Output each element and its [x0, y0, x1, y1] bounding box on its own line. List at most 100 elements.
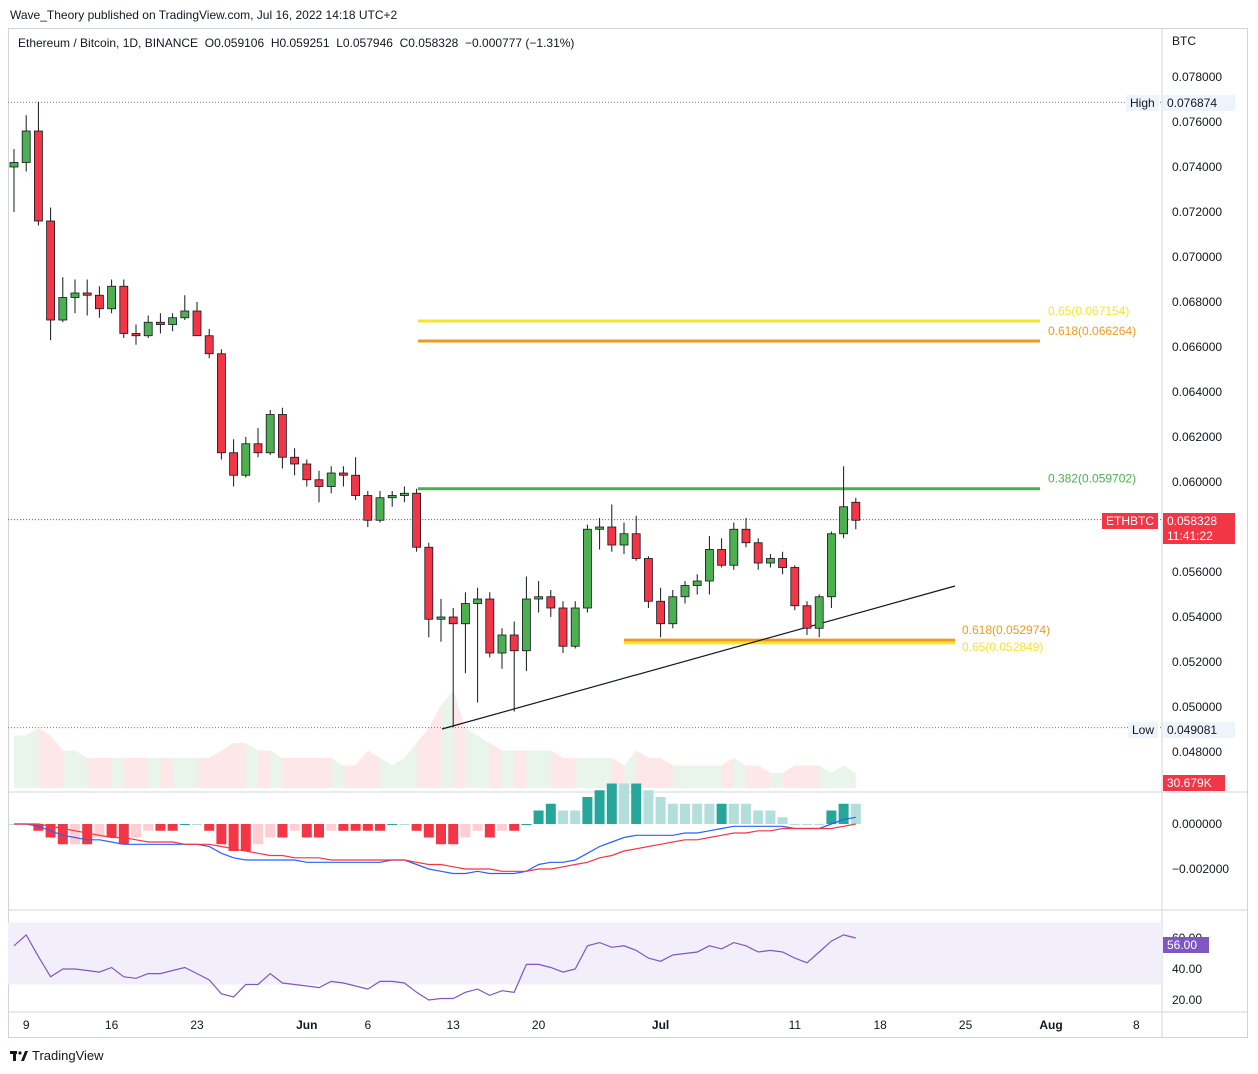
- volume-area: [294, 758, 307, 788]
- date-tick-label: 25: [958, 1018, 973, 1032]
- volume-area: [197, 758, 210, 788]
- candle-body: [448, 616, 458, 625]
- volume-area: [697, 765, 710, 788]
- macd-histogram-bar: [741, 803, 751, 824]
- volume-area: [819, 765, 832, 788]
- volume-area: [14, 735, 27, 788]
- macd-tick-label: 0.000000: [1172, 817, 1223, 831]
- ohlc-open: O0.059106: [204, 36, 265, 50]
- rsi-band: [8, 922, 1162, 985]
- macd-histogram-bar: [387, 824, 398, 825]
- volume-area: [404, 743, 417, 788]
- macd-histogram-bar: [350, 824, 361, 831]
- macd-histogram-bar: [728, 803, 739, 824]
- volume-area: [648, 758, 661, 788]
- fib-level-label: 0.65(0.052849): [962, 640, 1043, 654]
- volume-area: [258, 750, 271, 788]
- price-tick-label: 0.074000: [1172, 160, 1223, 174]
- candle-body: [644, 558, 653, 602]
- macd-histogram-bar: [460, 824, 471, 838]
- macd-histogram-bar: [436, 824, 446, 845]
- volume-area: [221, 743, 234, 788]
- tradingview-footer[interactable]: TradingView: [10, 1048, 104, 1063]
- tradingview-brand: TradingView: [32, 1048, 104, 1063]
- date-tick-label: 11: [788, 1018, 802, 1032]
- candle-body: [802, 605, 812, 629]
- symbol-info: Ethereum / Bitcoin, 1D, BINANCE O0.05910…: [18, 36, 574, 50]
- volume-area: [624, 750, 637, 788]
- macd-histogram-bar: [118, 824, 129, 845]
- candle-body: [570, 607, 580, 647]
- macd-histogram-bar: [850, 803, 861, 824]
- price-tick-label: 0.048000: [1172, 745, 1223, 759]
- candle-body: [497, 634, 507, 654]
- volume-area: [538, 750, 551, 788]
- last-price-tag: 0.058328: [1163, 513, 1235, 529]
- symbol-title[interactable]: Ethereum / Bitcoin, 1D, BINANCE: [18, 36, 199, 50]
- macd-histogram-bar: [570, 810, 581, 824]
- candle-body: [619, 533, 629, 546]
- volume-area: [380, 758, 393, 788]
- volume-area: [306, 758, 319, 788]
- macd-histogram-bar: [789, 824, 800, 825]
- candle-body: [351, 474, 361, 496]
- candle-body: [399, 492, 409, 496]
- macd-histogram-bar: [448, 824, 459, 845]
- rsi-tick-label: 40.00: [1172, 962, 1203, 976]
- price-tick-label: 0.050000: [1172, 700, 1223, 714]
- price-tick-label: 0.052000: [1172, 655, 1223, 669]
- candle-body: [21, 130, 31, 163]
- volume-area: [111, 758, 124, 788]
- candle-body: [522, 598, 531, 652]
- macd-histogram-bar: [521, 824, 532, 825]
- volume-area: [782, 765, 795, 788]
- volume-area: [709, 765, 722, 788]
- candle-body: [631, 533, 641, 559]
- low-tag-label: Low: [1128, 722, 1159, 738]
- macd-histogram-bar: [802, 824, 812, 825]
- volume-area: [416, 728, 429, 788]
- volume-area: [660, 758, 673, 788]
- macd-histogram-bar: [826, 810, 837, 824]
- macd-histogram-bar: [545, 803, 556, 824]
- candle-body: [265, 414, 275, 454]
- volume-area: [343, 765, 356, 788]
- macd-histogram-bar: [423, 824, 434, 838]
- macd-histogram-bar: [765, 810, 776, 824]
- fib-level-label: 0.65(0.067154): [1048, 304, 1129, 318]
- macd-histogram-bar: [70, 824, 80, 845]
- date-tick-label: 16: [104, 1018, 119, 1032]
- volume-area: [26, 728, 39, 788]
- fib-level-label: 0.618(0.052974): [962, 623, 1050, 637]
- macd-histogram-bar: [582, 797, 593, 824]
- macd-histogram-bar: [692, 803, 703, 824]
- macd-histogram-bar: [179, 824, 190, 825]
- ohlc-close: C0.058328: [399, 36, 459, 50]
- volume-area: [733, 758, 746, 788]
- volume-area: [526, 750, 539, 788]
- candle-body: [363, 495, 373, 521]
- macd-histogram-bar: [631, 783, 642, 824]
- volume-area: [62, 750, 75, 788]
- high-tag-value: 0.076874: [1163, 95, 1235, 111]
- low-tag-value: 0.049081: [1163, 722, 1235, 738]
- volume-tag: 30.679K: [1163, 775, 1225, 791]
- candle-body: [216, 353, 226, 454]
- candle-body: [717, 549, 726, 566]
- candle-body: [314, 479, 324, 487]
- volume-area: [441, 690, 454, 788]
- candle-body: [387, 495, 397, 499]
- candle-body: [338, 472, 348, 476]
- chart-frame: [8, 28, 1248, 1038]
- macd-histogram-bar: [484, 824, 495, 838]
- candle-body: [34, 130, 43, 222]
- price-tick-label: 0.070000: [1172, 250, 1223, 264]
- candle-body: [204, 335, 214, 355]
- candle-body: [460, 603, 470, 625]
- date-tick-label: 8: [1133, 1018, 1140, 1032]
- candle-body: [668, 596, 678, 625]
- tradingview-logo-icon: [10, 1050, 28, 1061]
- price-tick-label: 0.056000: [1172, 565, 1223, 579]
- volume-area: [721, 758, 734, 788]
